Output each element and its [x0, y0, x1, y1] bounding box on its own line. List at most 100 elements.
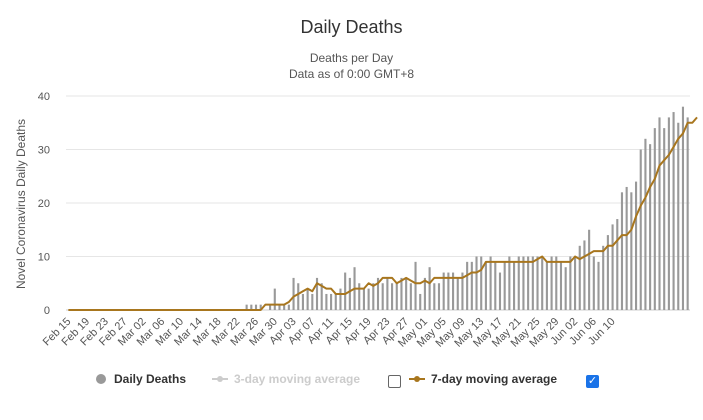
bar — [639, 149, 642, 310]
bar — [414, 261, 417, 310]
bar — [320, 283, 323, 310]
bar — [616, 219, 619, 310]
bar — [362, 288, 365, 310]
legend: Daily Deaths 3-day moving average 7-day … — [0, 372, 703, 394]
bar — [489, 256, 492, 310]
bar — [663, 128, 666, 310]
bar — [325, 293, 328, 310]
bar — [667, 117, 670, 311]
bars-daily-deaths — [245, 106, 689, 311]
bar — [578, 245, 581, 310]
bar — [409, 283, 412, 310]
bar — [259, 304, 262, 310]
bar — [522, 256, 525, 310]
bar — [461, 272, 464, 310]
bar — [602, 245, 605, 310]
legend-label-daily-deaths: Daily Deaths — [114, 372, 187, 386]
bar — [503, 261, 506, 310]
bar — [301, 293, 304, 310]
bar — [653, 128, 656, 310]
bar — [367, 288, 370, 310]
legend-marker-7-day — [409, 374, 425, 384]
bar — [513, 261, 516, 310]
bar — [339, 288, 342, 310]
bar — [278, 304, 281, 310]
bar — [541, 256, 544, 310]
subtitle-line-1: Deaths per Day — [309, 51, 394, 65]
bar — [625, 186, 628, 310]
bar — [381, 283, 384, 310]
legend-item-7-day-average[interactable]: 7-day moving average — [409, 372, 557, 386]
bar — [559, 261, 563, 310]
bar — [283, 304, 286, 310]
bar — [677, 122, 680, 310]
legend-label-3-day-average: 3-day moving average — [234, 372, 361, 386]
bar — [630, 192, 633, 310]
bar — [250, 304, 253, 310]
y-tick-label: 0 — [44, 305, 50, 317]
checkbox-7-day-average[interactable]: ✓ — [586, 375, 599, 388]
bar — [311, 293, 314, 310]
bar — [658, 117, 661, 311]
bar — [306, 288, 309, 310]
bar — [550, 256, 553, 310]
legend-dot-daily-deaths — [96, 374, 106, 384]
bar — [606, 235, 609, 310]
bar — [588, 229, 591, 310]
y-tick-label: 40 — [38, 91, 50, 103]
bar — [498, 272, 502, 310]
bar — [634, 181, 638, 310]
legend-label-7-day-average: 7-day moving average — [431, 372, 558, 386]
bar — [494, 261, 497, 310]
bar — [348, 277, 351, 310]
legend-item-daily-deaths[interactable]: Daily Deaths — [96, 372, 186, 386]
bar — [330, 293, 333, 310]
bar — [536, 256, 539, 310]
bar — [437, 283, 441, 310]
bar — [423, 277, 426, 310]
bar — [358, 283, 361, 310]
bar — [433, 283, 436, 310]
bar — [315, 277, 319, 310]
bar — [681, 106, 685, 310]
bar — [344, 272, 347, 310]
y-tick-labels: 0 10 20 30 40 — [38, 91, 50, 317]
bar — [644, 138, 647, 310]
bar — [555, 256, 558, 310]
y-tick-label: 30 — [38, 145, 50, 157]
bar — [254, 304, 258, 310]
bar — [480, 256, 483, 310]
chart-title: Daily Deaths — [300, 17, 403, 37]
legend-marker-3-day — [212, 374, 228, 384]
bar — [428, 267, 431, 310]
bar — [287, 304, 290, 310]
bar — [597, 261, 600, 310]
bar — [527, 256, 530, 310]
bar — [564, 267, 567, 310]
bar — [334, 293, 337, 310]
bar — [484, 261, 487, 310]
bar — [297, 283, 300, 310]
bar — [405, 277, 408, 310]
bar — [620, 192, 624, 310]
checkbox-3-day-average[interactable] — [388, 375, 401, 388]
bar — [376, 277, 380, 310]
bar — [517, 256, 520, 310]
bar — [611, 224, 614, 310]
bar — [292, 277, 295, 310]
y-tick-label: 20 — [38, 198, 50, 210]
bar — [583, 240, 586, 310]
y-tick-label: 10 — [38, 252, 50, 264]
bar — [391, 283, 394, 310]
bar — [545, 261, 548, 310]
bar — [475, 256, 478, 310]
bar — [442, 272, 445, 310]
line-7-day-path — [68, 116, 698, 311]
bar — [452, 272, 455, 310]
bar — [470, 261, 473, 310]
bar — [531, 256, 534, 310]
legend-item-3-day-average[interactable]: 3-day moving average — [212, 372, 360, 386]
bar — [672, 112, 675, 310]
